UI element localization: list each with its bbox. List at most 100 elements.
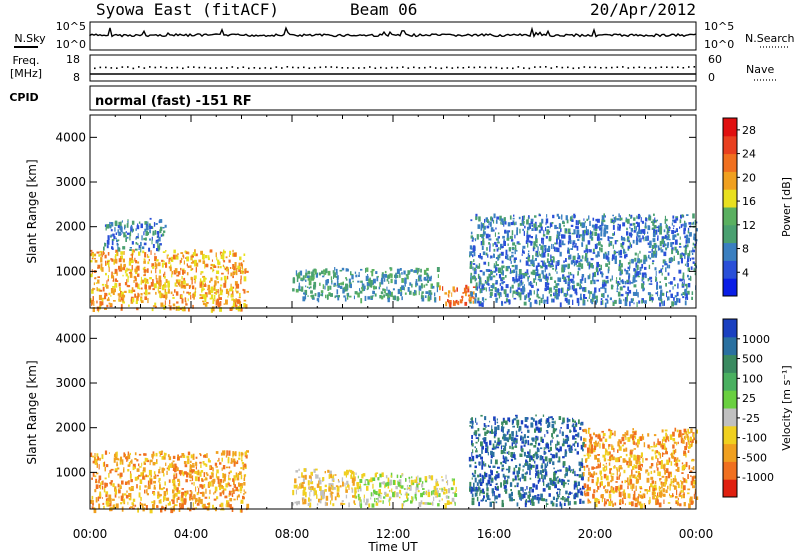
heatmap-cell	[319, 282, 321, 286]
heatmap-cell	[546, 443, 549, 448]
heatmap-cell	[163, 304, 166, 310]
heatmap-cell	[691, 252, 694, 255]
heatmap-cell	[498, 274, 502, 279]
heatmap-cell	[666, 231, 668, 235]
nave-dot	[677, 66, 679, 68]
heatmap-cell	[679, 236, 681, 240]
heatmap-cell	[559, 239, 562, 244]
heatmap-cell	[542, 294, 544, 299]
heatmap-cell	[687, 230, 689, 234]
heatmap-cell	[505, 434, 507, 436]
heatmap-cell	[164, 300, 166, 306]
heatmap-cell	[232, 271, 236, 274]
nave-dot	[655, 66, 657, 69]
heatmap-cell	[671, 222, 673, 226]
nave-dot	[495, 66, 498, 69]
heatmap-cell	[103, 252, 105, 255]
heatmap-cell	[193, 481, 195, 486]
heatmap-cell	[572, 280, 575, 284]
heatmap-cell	[552, 267, 555, 270]
heatmap-cell	[529, 302, 532, 308]
heatmap-cell	[619, 255, 623, 258]
heatmap-cell	[240, 262, 243, 267]
heatmap-cell	[520, 283, 523, 286]
heatmap-cell	[687, 274, 689, 278]
heatmap-cell	[506, 479, 508, 485]
heatmap-cell	[652, 238, 656, 243]
heatmap-cell	[117, 458, 120, 461]
heatmap-cell	[633, 448, 636, 450]
heatmap-cell	[533, 278, 535, 281]
heatmap-cell	[115, 503, 119, 509]
heatmap-cell	[295, 288, 299, 293]
heatmap-cell	[489, 483, 492, 486]
heatmap-cell	[619, 498, 622, 503]
heatmap-cell	[176, 285, 178, 287]
heatmap-cell	[435, 496, 438, 498]
heatmap-cell	[583, 287, 587, 293]
heatmap-cell	[114, 468, 118, 471]
heatmap-cell	[117, 473, 120, 476]
heatmap-cell	[579, 287, 582, 290]
heatmap-cell	[525, 240, 529, 243]
heatmap-cell	[143, 231, 145, 236]
heatmap-cell	[162, 233, 165, 237]
heatmap-cell	[421, 292, 423, 296]
heatmap-cell	[454, 491, 456, 495]
heatmap-cell	[576, 282, 580, 287]
colorbar-tick-label: 20	[742, 171, 756, 184]
heatmap-cell	[300, 277, 303, 281]
heatmap-cell	[471, 422, 474, 425]
heatmap-cell	[661, 236, 665, 239]
heatmap-cell	[539, 455, 542, 461]
heatmap-cell	[420, 268, 422, 273]
heatmap-cell	[292, 277, 295, 279]
heatmap-cell	[404, 277, 407, 280]
heatmap-cell	[436, 286, 438, 293]
heatmap-cell	[409, 282, 412, 286]
heatmap-cell	[199, 453, 202, 455]
heatmap-cell	[618, 250, 621, 256]
heatmap-cell	[217, 478, 220, 484]
heatmap-cell	[575, 433, 578, 437]
heatmap-cell	[99, 486, 102, 490]
heatmap-cell	[482, 498, 485, 501]
heatmap-cell	[226, 502, 229, 508]
heatmap-cell	[649, 276, 653, 280]
heatmap-cell	[332, 270, 335, 274]
heatmap-cell	[556, 271, 558, 274]
heatmap-cell	[215, 275, 217, 279]
heatmap-cell	[342, 481, 344, 487]
heatmap-cell	[667, 436, 669, 441]
heatmap-cell	[637, 238, 639, 242]
heatmap-cell	[235, 283, 238, 289]
heatmap-cell	[554, 295, 556, 299]
heatmap-cell	[327, 270, 331, 276]
heatmap-cell	[528, 282, 531, 286]
heatmap-cell	[124, 483, 128, 485]
heatmap-cell	[354, 476, 356, 482]
heatmap-cell	[479, 462, 481, 466]
heatmap-cell	[342, 503, 346, 505]
heatmap-cell	[152, 462, 155, 464]
heatmap-cell	[216, 257, 218, 261]
heatmap-cell	[417, 268, 419, 273]
nave-dot	[209, 67, 212, 69]
heatmap-cell	[686, 284, 688, 290]
heatmap-cell	[306, 275, 310, 278]
heatmap-cell	[494, 462, 496, 465]
heatmap-cell	[626, 460, 629, 466]
nave-dot	[347, 67, 349, 69]
heatmap-cell	[406, 493, 410, 496]
heatmap-cell	[348, 469, 351, 472]
heatmap-cell	[503, 484, 507, 489]
heatmap-cell	[144, 279, 146, 285]
heatmap-cell	[292, 288, 295, 292]
heatmap-cell	[469, 425, 471, 427]
heatmap-cell	[501, 300, 503, 305]
heatmap-cell	[348, 284, 350, 288]
heatmap-cell	[530, 290, 532, 295]
heatmap-cell	[587, 299, 589, 302]
heatmap-cell	[618, 491, 622, 498]
heatmap-cell	[477, 273, 480, 279]
